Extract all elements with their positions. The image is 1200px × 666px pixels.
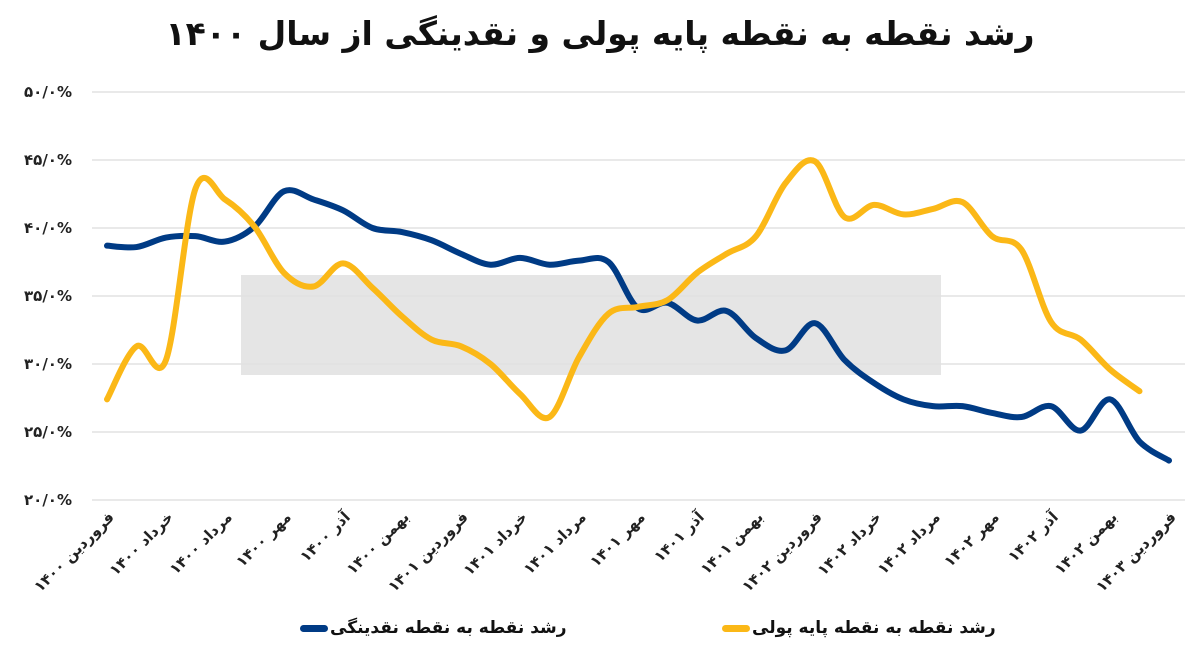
chart-title: رشد نقطه به نقطه پایه پولی و نقدینگی از …	[165, 14, 1035, 53]
y-tick-label: ۳۵/۰%	[24, 287, 72, 305]
x-tick-label: آذر ۱۴۰۱	[650, 507, 708, 565]
x-tick-label: آذر ۱۴۰۲	[1004, 507, 1062, 565]
x-tick-label: خرداد ۱۴۰۱	[460, 508, 531, 579]
y-tick-label: ۴۰/۰%	[24, 219, 72, 237]
x-tick-label: مرداد ۱۴۰۱	[520, 508, 590, 578]
legend-label-liquidity: رشد نقطه به نقطه نقدینگی	[330, 618, 567, 638]
x-tick-label: خرداد ۱۴۰۰	[106, 508, 177, 579]
legend-label-monetary-base: رشد نقطه به نقطه پایه پولی	[752, 618, 996, 638]
x-tick-label: مرداد ۱۴۰۰	[166, 508, 236, 578]
legend-swatch-liquidity	[300, 624, 328, 632]
y-tick-label: ۵۰/۰%	[24, 83, 72, 101]
x-tick-label: مهر ۱۴۰۲	[940, 508, 1002, 570]
x-tick-label: آذر ۱۴۰۰	[296, 507, 354, 565]
legend-swatch-monetary-base	[722, 624, 750, 632]
y-tick-label: ۲۰/۰%	[24, 491, 72, 509]
x-tick-label: مهر ۱۴۰۱	[586, 508, 648, 570]
legend-item-monetary-base: رشد نقطه به نقطه پایه پولی	[722, 618, 996, 638]
legend-item-liquidity: رشد نقطه به نقطه نقدینگی	[300, 618, 567, 638]
watermark-band	[241, 275, 941, 375]
x-tick-label: مهر ۱۴۰۰	[232, 508, 294, 570]
x-tick-label: خرداد ۱۴۰۲	[814, 508, 885, 579]
y-tick-label: ۳۰/۰%	[24, 355, 72, 373]
y-tick-label: ۴۵/۰%	[24, 151, 72, 169]
x-tick-label: فروردین ۱۴۰۰	[30, 508, 118, 596]
x-tick-label: مرداد ۱۴۰۲	[874, 508, 944, 578]
y-tick-label: ۲۵/۰%	[24, 423, 72, 441]
